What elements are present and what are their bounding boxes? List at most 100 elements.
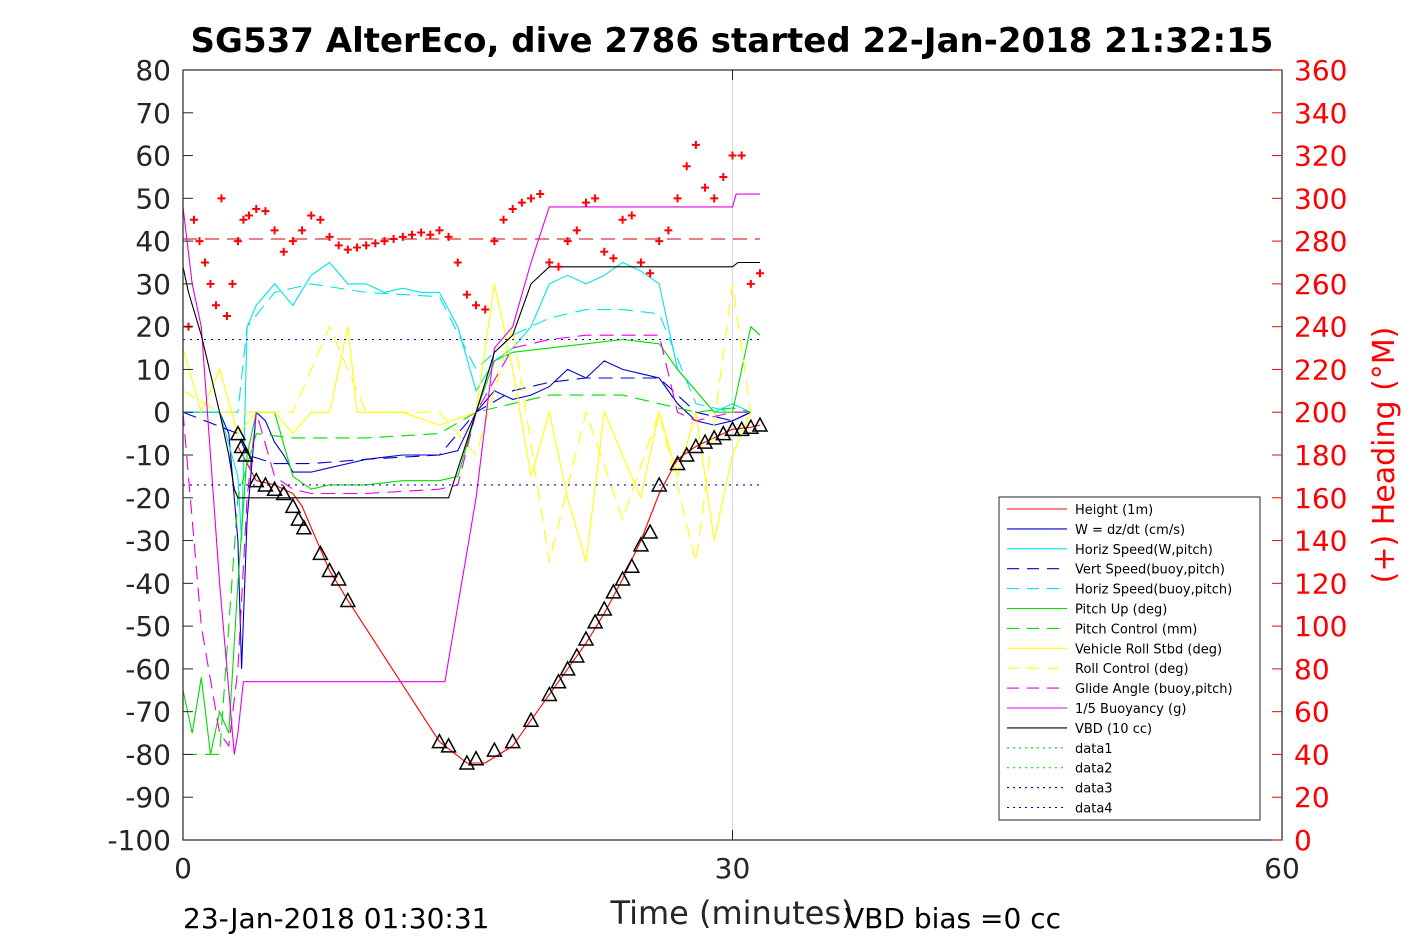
y-tick-label: -90 [125,781,171,814]
heading-point [380,237,389,246]
legend-entry: Vehicle Roll Stbd (deg) [1075,642,1222,657]
depth-point [733,420,750,437]
heading-point [655,237,664,246]
y-tick-label: -60 [125,653,171,686]
heading-point [627,211,636,220]
heading-point [233,237,242,246]
legend-entry: data1 [1075,742,1113,757]
heading-point [664,226,673,235]
heading-point [545,258,554,267]
y-tick-label: -20 [125,482,171,515]
y-right-tick-label: 80 [1294,653,1330,686]
series-line-10 [182,193,760,755]
y-tick-label: 50 [135,182,171,215]
depth-point [504,733,521,749]
heading-point [636,258,645,267]
legend-box [998,496,1261,821]
y-right-tick-label: 180 [1294,439,1347,472]
heading-point [407,230,416,239]
depth-point [248,472,265,488]
y-right-tick-label: 40 [1294,738,1330,771]
depth-point [284,497,302,514]
depth-point [522,711,540,727]
legend-entry: Glide Angle (buoy,pitch) [1075,682,1233,697]
legend-entry: Horiz Speed(buoy,pitch) [1075,583,1232,598]
depth-point [742,418,760,434]
depth-point [669,454,686,471]
heading-point [228,279,237,288]
heading-point [279,247,288,256]
y-tick-label: -50 [125,610,171,643]
heading-point [701,183,710,192]
series-line-8 [182,283,752,563]
legend-entry: Height (1m) [1075,503,1153,518]
heading-point [211,301,220,310]
heading-point [536,190,545,199]
series-line-3 [182,377,752,465]
depth-point [678,446,695,462]
heading-point [472,301,481,310]
depth-point [275,484,292,501]
markers-layer [184,140,769,770]
depth-point [233,437,250,454]
series-line-6 [183,394,751,755]
heading-point [499,215,508,224]
heading-point [417,228,426,237]
heading-point [334,241,343,250]
y-tick-label: 40 [135,225,171,258]
y-tick-label: -100 [107,824,171,857]
heading-point [252,205,261,214]
legend-entry: Horiz Speed(W,pitch) [1075,543,1213,558]
y-right-tick-label: 280 [1294,225,1347,258]
depth-point [295,519,313,535]
depth-point [440,737,457,753]
heading-point [517,198,526,207]
y-tick-label: 80 [135,54,171,87]
heading-point [239,215,248,224]
y-tick-label: -40 [125,567,171,600]
heading-point [453,258,462,267]
y-axis-right-label: (+) Heading (°M) [1367,327,1402,584]
heading-point [353,243,362,252]
y-right-tick-label: 120 [1294,567,1347,600]
y-right-tick-label: 20 [1294,781,1330,814]
legend-entry: Pitch Control (mm) [1075,622,1197,637]
x-tick-label: 0 [174,852,192,885]
heading-point [362,241,371,250]
depth-point [623,557,641,573]
y-tick-label: -70 [125,696,171,729]
series-line-11 [182,261,760,499]
depth-point [577,630,595,646]
heading-point [462,290,471,299]
heading-point [270,226,279,235]
y-right-tick-label: 300 [1294,182,1347,215]
y-right-tick-label: 220 [1294,353,1347,386]
y-right-tick-label: 240 [1294,311,1347,344]
depth-point [237,446,254,462]
heading-point [217,194,226,203]
heading-point [298,226,307,235]
heading-point [343,245,352,254]
depth-point [550,673,567,689]
x-axis-label: Time (minutes) [610,894,854,932]
y-right-tick-label: 60 [1294,696,1330,729]
depth-point [290,510,307,526]
depth-point [568,647,586,663]
heading-point [609,254,618,263]
depth-point [541,685,558,702]
heading-point [316,215,325,224]
depth-point [467,750,485,766]
heading-point [646,269,655,278]
depth-point [605,583,622,599]
heading-point [710,194,719,203]
heading-point [618,215,627,224]
heading-point [435,226,444,235]
y-tick-label: 30 [135,268,171,301]
heading-point [728,151,737,160]
chart-title: SG537 AlterEco, dive 2786 started 22-Jan… [191,21,1274,61]
heading-point [746,279,755,288]
heading-point [222,311,231,320]
heading-point [481,305,490,314]
heading-point [325,232,334,241]
